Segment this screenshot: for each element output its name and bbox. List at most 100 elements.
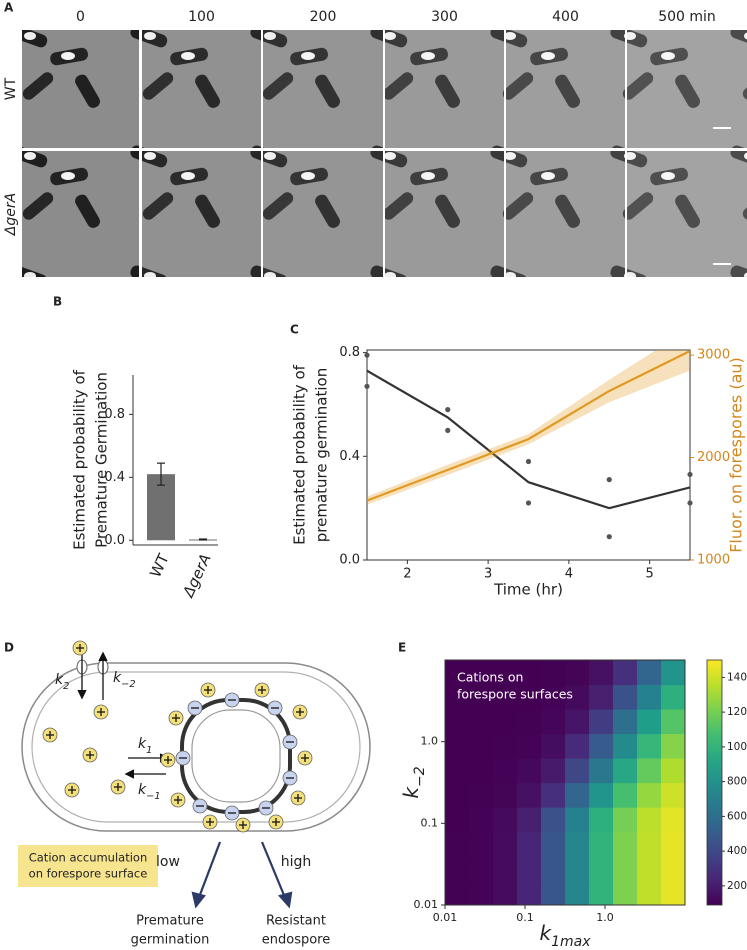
heatmap-cell [565,831,590,857]
heatmap-cell [565,856,590,882]
x-tick-label: 2 [403,567,411,582]
colorbar-tick-label: 1000 [727,741,747,753]
heatmap-cell [661,856,685,882]
y-tick-label: 0.0 [339,553,360,568]
cation [200,682,216,698]
outcome-text: germination [131,933,210,948]
error-bar [157,462,165,486]
heatmap-cell [613,708,638,735]
rate-label-base: k [113,670,122,686]
line [367,369,690,510]
heatmap-cell [492,807,518,833]
micrograph [506,151,625,277]
heatmap-cell [589,757,614,784]
heatmap-cell [661,782,685,808]
time-label: 300 [431,9,458,25]
heatmap-cell [445,880,470,905]
heatmap-cell [661,660,685,686]
heatmap-cell [445,757,470,784]
micrograph [385,30,504,148]
x-tick-label: WT [146,550,173,580]
heatmap-cell [540,684,566,710]
data-point [606,534,612,540]
colorbar [706,659,723,906]
heatmap-cell [565,782,590,808]
heatmap-cell [565,660,590,686]
x-tick-label: 0.01 [433,911,458,924]
cation [202,814,218,830]
heatmap-cell [540,660,566,686]
heatmap-cell [516,831,542,857]
y2-axis-label: Fluor. on forespores (au) [727,357,746,553]
heatmap-cell [565,880,590,905]
heatmap-cell [637,684,662,710]
x-axis-label: k1max [539,921,591,950]
heatmap-cell [492,856,518,882]
heatmap-cell [516,782,542,808]
heatmap-cell [589,708,614,735]
panel-letter: E [398,641,406,655]
heatmap-cell [589,684,614,710]
y-axis-label-base: k [399,786,423,799]
heatmap-cell [661,684,685,710]
low-label: low [156,854,180,870]
heatmap-cell [565,684,590,710]
anion [224,805,240,821]
y-axis-label-sub: −2 [412,766,428,787]
heatmap-cell [516,708,542,735]
data-point [445,427,451,433]
heatmap-cell [540,733,566,759]
heatmap-cell [540,807,566,833]
heatmap-cell [613,880,638,905]
data-point [364,383,370,389]
rate-label: k−2 [113,670,136,690]
y2-tick-label: 2000 [697,450,730,465]
panel-letter: A [4,1,14,15]
heatmap-cell [468,660,494,686]
y-axis-label: Estimated probability of [71,369,89,550]
heatmap-cell [492,684,518,710]
outcome-text: endospore [262,933,330,948]
rate-label-sub: 2 [63,681,69,692]
cation [160,752,176,768]
heatmap-cell [492,757,518,784]
heatmap-cell [661,733,685,759]
heatmap-cell [637,831,662,857]
annotation: Cations on [457,670,523,685]
heatmap-cell [540,856,566,882]
y-axis-label: premature germination [313,368,331,542]
heatmap-cell [540,831,566,857]
cation [42,727,58,743]
heatmap-cell [516,757,542,784]
heatmap-cell [613,807,638,833]
panel-letter: B [53,295,62,309]
heatmap-cell [565,708,590,735]
time-label: 100 [188,9,215,25]
heatmap-cell [613,757,638,784]
anion [267,700,283,716]
cation [170,792,186,808]
box-text: on forespore surface [29,867,148,881]
rate-label: k1 [138,736,152,756]
heatmap-cell [637,708,662,735]
colorbar-tick-label: 1200 [727,706,747,718]
heatmap-cell [637,880,662,905]
heatmap-cell [613,684,638,710]
rate-label: k2 [55,672,69,692]
heatmap-cell [613,831,638,857]
panel-letter: D [4,641,14,655]
heatmap-cell [637,856,662,882]
heatmap-cell [589,880,614,905]
row-label: ΔgerA [3,193,19,236]
colorbar-tick-label: 800 [727,776,747,788]
heatmap-cell [445,684,470,710]
x-tick-label: ΔgerA [179,551,215,601]
heatmap-cell [468,807,494,833]
micrograph [22,151,139,277]
anion [282,770,298,786]
anion [187,700,203,716]
micrograph [627,30,747,148]
rate-label-sub: −2 [121,679,135,690]
cation [268,814,284,830]
heatmap-cell [589,782,614,808]
